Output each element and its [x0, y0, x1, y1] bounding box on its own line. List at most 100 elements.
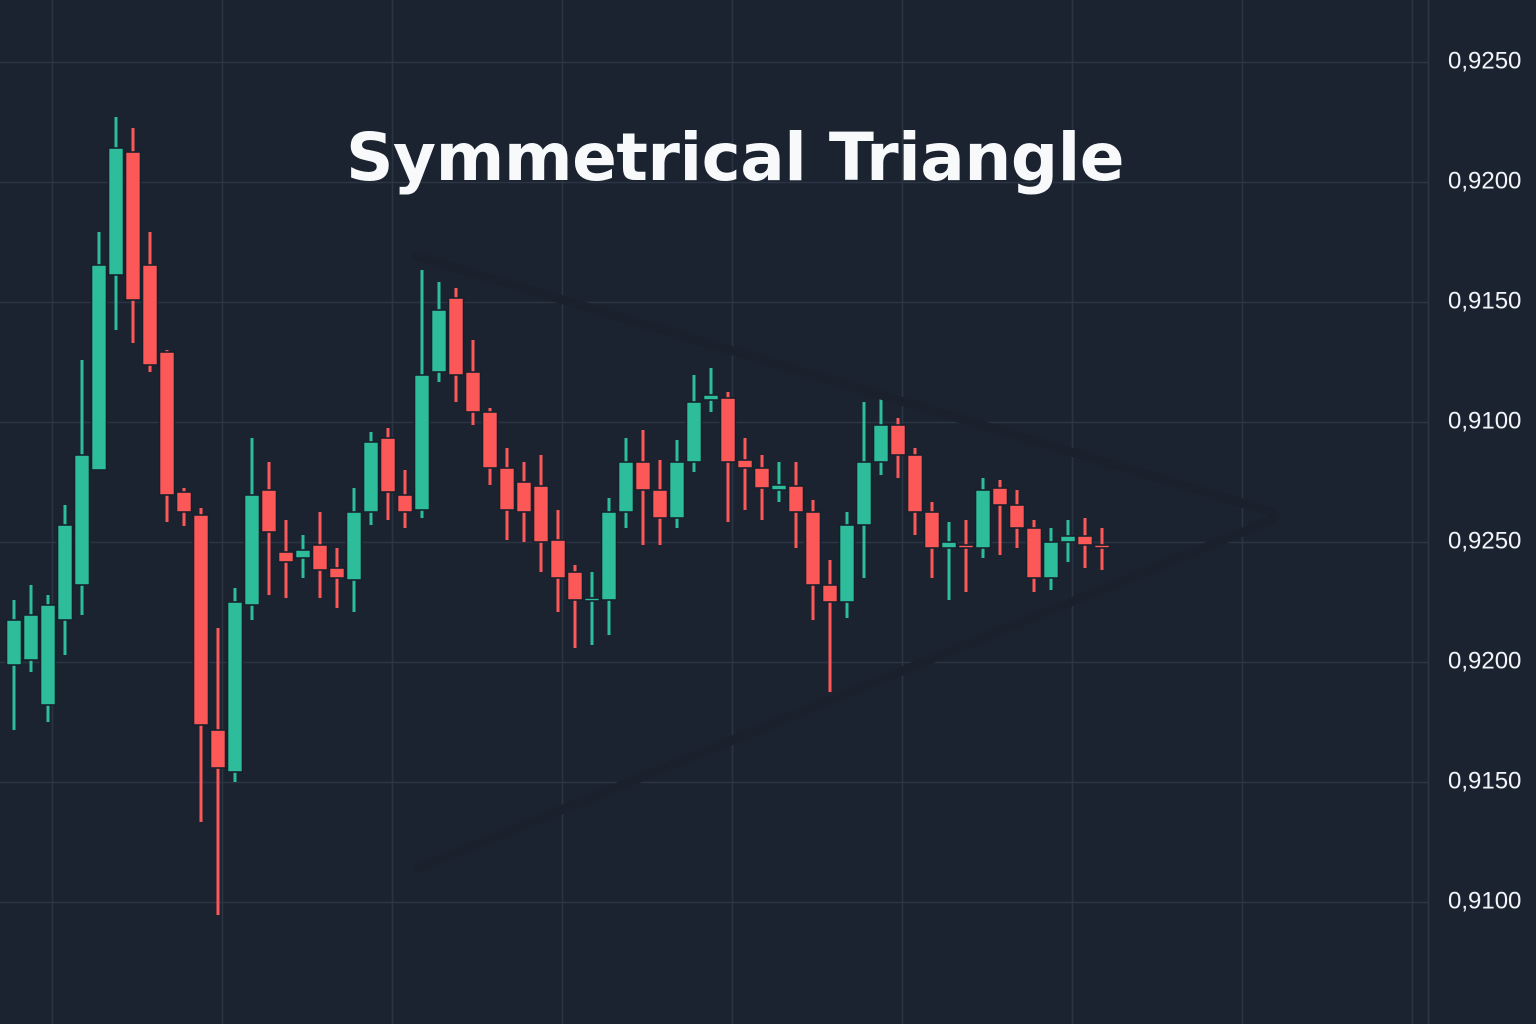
candle[interactable] [396, 470, 414, 528]
candlestick-series[interactable] [5, 117, 1111, 915]
candle-body [464, 371, 482, 413]
candle[interactable] [974, 478, 992, 558]
candle[interactable] [872, 398, 890, 475]
candle[interactable] [158, 350, 176, 522]
candle-body [277, 551, 295, 563]
lower-trendline[interactable] [414, 515, 1277, 873]
upper-trendline[interactable] [411, 251, 1277, 517]
horizontal-gridlines [0, 61, 1428, 904]
candle-body [583, 597, 601, 602]
candle[interactable] [22, 585, 40, 672]
candle[interactable] [175, 488, 193, 526]
candle[interactable] [651, 460, 669, 545]
candle[interactable] [668, 440, 686, 528]
candle[interactable] [362, 432, 380, 525]
candle[interactable] [770, 462, 788, 502]
candle[interactable] [821, 560, 839, 692]
price-axis-tick-label: 0,9150 [1448, 287, 1521, 314]
candle-body [668, 461, 686, 519]
candle[interactable] [1093, 528, 1111, 570]
candle-body [481, 411, 499, 469]
candle[interactable] [192, 508, 210, 822]
candle[interactable] [753, 455, 771, 520]
candle-body [328, 567, 346, 579]
candle[interactable] [39, 595, 57, 722]
candle[interactable] [430, 282, 448, 382]
candle[interactable] [141, 232, 159, 372]
candle[interactable] [719, 392, 737, 522]
candle-body [974, 489, 992, 549]
candle[interactable] [345, 488, 363, 612]
candle[interactable] [73, 360, 91, 615]
candle-body [56, 524, 74, 621]
candle[interactable] [1076, 518, 1094, 568]
candle[interactable] [498, 448, 516, 540]
candle[interactable] [260, 462, 278, 595]
candle[interactable] [957, 520, 975, 592]
candle[interactable] [1042, 528, 1060, 590]
candle[interactable] [481, 408, 499, 485]
candle-body [532, 485, 550, 543]
candle[interactable] [311, 512, 329, 598]
candle[interactable] [243, 438, 261, 620]
candle[interactable] [379, 428, 397, 520]
candle-body [906, 454, 924, 513]
candle[interactable] [634, 430, 652, 545]
candle[interactable] [107, 117, 125, 330]
candle[interactable] [906, 448, 924, 535]
candle-body [175, 491, 193, 513]
candle[interactable] [209, 628, 227, 915]
candle-body [617, 461, 635, 513]
candle[interactable] [294, 535, 312, 578]
candle[interactable] [855, 402, 873, 578]
candle[interactable] [90, 232, 108, 471]
candle-body [787, 485, 805, 513]
candle[interactable] [413, 270, 431, 518]
vertical-gridlines [51, 0, 1414, 1024]
candle-body [39, 604, 57, 706]
candle[interactable] [328, 548, 346, 608]
candle[interactable] [1059, 520, 1077, 562]
candle[interactable] [600, 498, 618, 635]
price-axis-tick-label: 0,9100 [1448, 887, 1521, 914]
candle[interactable] [5, 600, 23, 730]
candle[interactable] [889, 418, 907, 478]
candle[interactable] [124, 128, 142, 343]
candle[interactable] [838, 512, 856, 618]
candle-body [22, 614, 40, 661]
candle-body [736, 459, 754, 469]
candle[interactable] [56, 505, 74, 655]
candle-body [209, 729, 227, 769]
candle[interactable] [447, 288, 465, 402]
candle[interactable] [566, 565, 584, 648]
candle-body [430, 309, 448, 373]
candle-body [124, 151, 142, 301]
candle[interactable] [736, 438, 754, 510]
trendline-annotations[interactable] [411, 251, 1277, 873]
candle[interactable] [685, 375, 703, 472]
candle[interactable] [226, 588, 244, 782]
candle[interactable] [991, 480, 1009, 555]
candle[interactable] [583, 572, 601, 645]
candle[interactable] [277, 520, 295, 598]
candle[interactable] [515, 462, 533, 542]
candle[interactable] [532, 455, 550, 572]
candle[interactable] [940, 522, 958, 600]
price-axis-tick-label: 0,9200 [1448, 647, 1521, 674]
candle[interactable] [617, 438, 635, 528]
candle[interactable] [1025, 520, 1043, 592]
candle-body [90, 264, 108, 471]
candle[interactable] [1008, 490, 1026, 548]
candle[interactable] [787, 462, 805, 548]
candle[interactable] [702, 368, 720, 412]
price-axis-tick-label: 0,9250 [1448, 47, 1521, 74]
candle-body [634, 461, 652, 491]
candle-body [379, 437, 397, 493]
candle[interactable] [923, 502, 941, 578]
candle[interactable] [464, 340, 482, 425]
candle[interactable] [804, 500, 822, 620]
candle[interactable] [549, 510, 567, 612]
candle-body [73, 454, 91, 586]
